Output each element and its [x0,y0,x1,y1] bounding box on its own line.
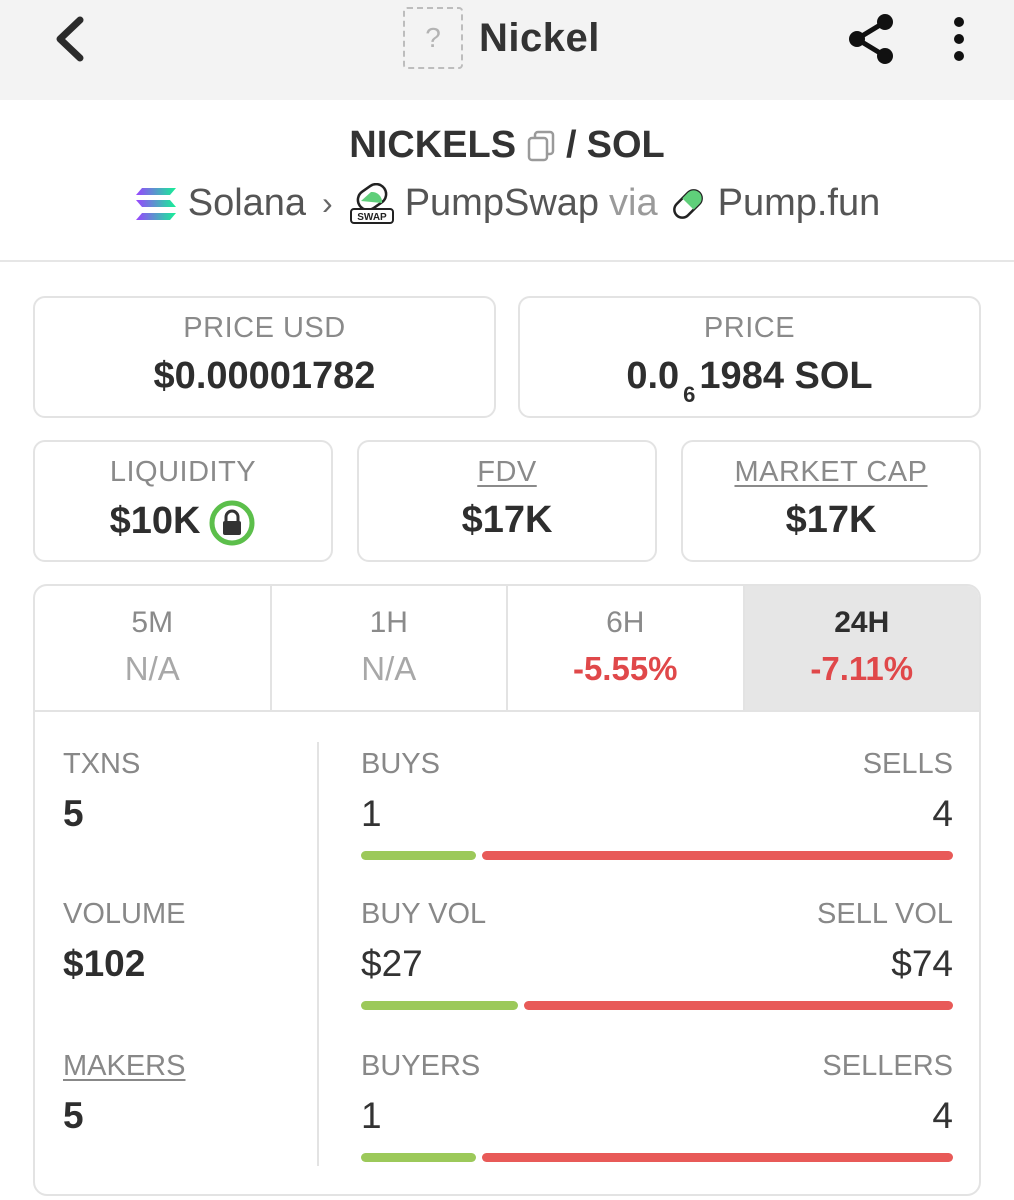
chevron-right-icon: › [322,185,333,221]
market-cap-value: $17K [785,499,877,541]
token-image-placeholder-icon: ? [403,7,463,69]
price-native-zero-count: 6 [683,382,696,407]
buys-bar-fill [361,851,477,860]
buys-sells-stat: BUYS SELLS 1 4 [361,748,953,860]
buy-vol-value: $27 [361,943,423,984]
page-title-group: ? Nickel [403,5,600,71]
buys-sells-bar [361,851,953,860]
price-native-rest: 1984 SOL [699,355,873,397]
makers-stat: MAKERS 5 [63,1050,185,1137]
dex-link[interactable]: PumpSwap [404,182,600,224]
volume-label: VOLUME [63,898,186,930]
sell-vol-bar-fill [523,1001,953,1010]
fdv-label[interactable]: FDV [477,456,537,488]
sell-vol-value: $74 [891,943,953,984]
buyers-bar-fill [361,1153,477,1162]
price-usd-card: PRICE USD $0.00001782 [33,296,496,418]
pair-quote-symbol: SOL [586,124,665,166]
launchpad-link[interactable]: Pump.fun [717,182,881,224]
solana-icon [135,187,176,220]
tab-label: 1H [369,606,408,639]
pair-base-symbol: NICKELS [349,124,517,166]
top-bar: ? Nickel [0,0,1014,100]
buy-sell-volume-bar [361,1001,953,1010]
sell-vol-label: SELL VOL [817,898,953,930]
sellers-bar-fill [482,1153,953,1162]
buyers-value: 1 [361,1095,382,1136]
pair-title: NICKELS / SOL [0,124,1014,167]
tab-change: N/A [124,650,180,687]
back-arrow-icon[interactable] [48,14,94,64]
timeframe-stats-panel: 5M N/A 1H N/A 6H -5.55% 24H -7.11% TXNS … [33,584,981,1196]
price-usd-value: $0.00001782 [153,355,376,397]
sellers-value: 4 [932,1095,953,1136]
liquidity-value-group: $10K [35,499,331,547]
volume-value: $102 [63,943,146,984]
price-native-label: PRICE [703,312,796,344]
via-label: via [609,182,658,224]
txns-stat: TXNS 5 [63,748,140,835]
sellers-label: SELLERS [822,1050,953,1082]
buyers-sellers-bar [361,1153,953,1162]
tab-label: 6H [606,606,645,639]
tab-change: -7.11% [810,650,914,687]
market-cap-card[interactable]: MARKET CAP $17K [681,440,981,562]
pumpfun-pill-icon [672,188,703,219]
chain-link[interactable]: Solana [187,182,307,224]
makers-value: 5 [63,1095,84,1136]
fdv-value: $17K [461,499,553,541]
sells-bar-fill [482,851,953,860]
timeframe-tabs: 5M N/A 1H N/A 6H -5.55% 24H -7.11% [35,586,979,712]
sells-label: SELLS [862,748,953,780]
tab-5m[interactable]: 5M N/A [35,586,272,710]
buys-label: BUYS [361,748,440,780]
price-native-value: 0.0 6 1984 SOL [520,355,979,407]
liquidity-locked-icon[interactable] [208,499,256,547]
share-icon[interactable] [845,12,897,66]
more-options-icon[interactable] [944,14,974,64]
tab-label: 24H [834,606,890,639]
market-cap-label[interactable]: MARKET CAP [734,456,928,488]
tab-1h[interactable]: 1H N/A [272,586,508,710]
tab-label: 5M [131,606,174,639]
tab-change: -5.55% [572,650,678,687]
pair-separator: / [566,124,577,166]
buyers-label: BUYERS [361,1050,481,1082]
volume-stat: VOLUME $102 [63,898,185,985]
tab-24h[interactable]: 24H -7.11% [744,586,979,710]
buys-value: 1 [361,793,382,834]
txns-label: TXNS [63,748,141,780]
liquidity-card: LIQUIDITY $10K [33,440,333,562]
page-title: Nickel [479,15,600,60]
stats-divider [317,742,319,1166]
price-native-card: PRICE 0.0 6 1984 SOL [518,296,981,418]
chain-dex-row: Solana › SWAP PumpSwap via Pump.fun [0,182,1014,225]
stats-area: TXNS 5 VOLUME $102 MAKERS 5 BUYS SELLS 1 4… [35,712,979,1194]
txns-value: 5 [63,793,84,834]
makers-label[interactable]: MAKERS [63,1050,186,1082]
buy-sell-volume-stat: BUY VOL SELL VOL $27 $74 [361,898,953,1010]
swap-badge-text: SWAP [357,212,387,223]
pumpswap-icon: SWAP [349,182,394,224]
price-usd-label: PRICE USD [183,312,346,344]
copy-icon[interactable] [526,130,556,162]
buyers-sellers-stat: BUYERS SELLERS 1 4 [361,1050,953,1162]
buy-vol-label: BUY VOL [361,898,487,930]
tab-change: N/A [361,650,417,687]
liquidity-label: LIQUIDITY [109,456,257,488]
buy-vol-bar-fill [361,1001,518,1010]
tab-6h[interactable]: 6H -5.55% [508,586,745,710]
fdv-card[interactable]: FDV $17K [357,440,657,562]
header-divider [0,260,1014,262]
liquidity-value: $10K [109,500,201,543]
sells-value: 4 [932,793,953,834]
price-native-prefix: 0.0 [626,355,680,397]
